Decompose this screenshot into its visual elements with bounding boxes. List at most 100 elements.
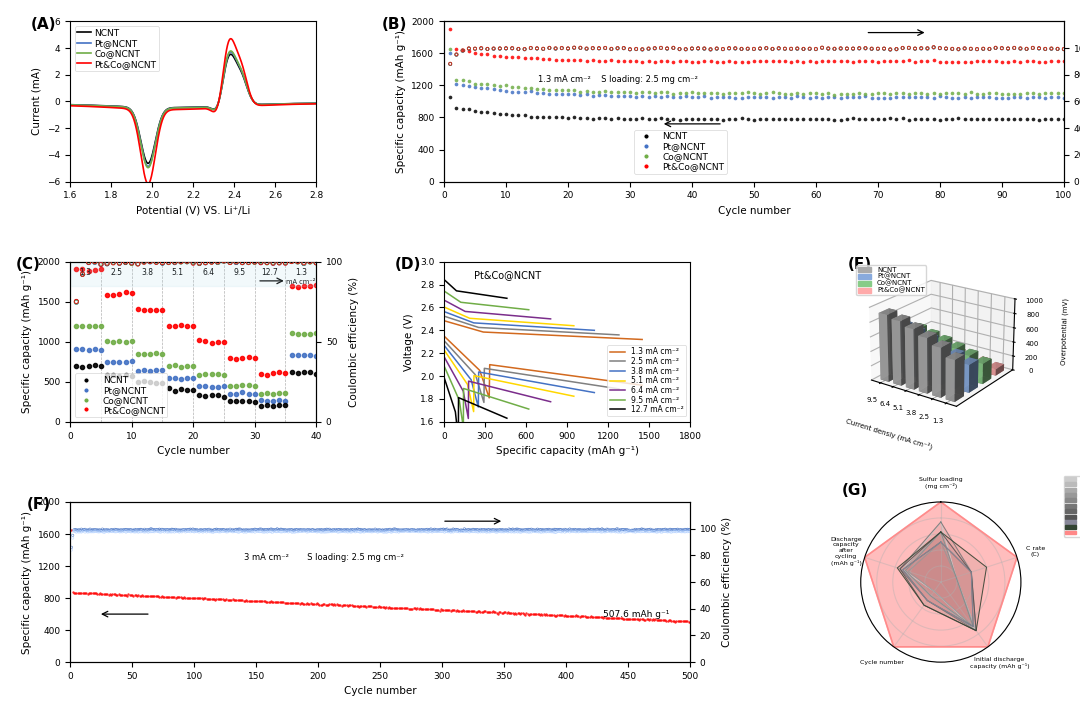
Point bbox=[154, 524, 172, 535]
Point bbox=[438, 523, 456, 535]
Point bbox=[382, 602, 400, 613]
Point bbox=[135, 256, 152, 267]
Point bbox=[258, 257, 275, 268]
Point bbox=[152, 591, 170, 602]
Point bbox=[348, 600, 365, 612]
Point bbox=[499, 525, 516, 536]
Point bbox=[499, 607, 516, 618]
Point bbox=[149, 590, 166, 602]
Point bbox=[541, 609, 558, 620]
Point bbox=[1012, 43, 1029, 54]
Point bbox=[503, 43, 521, 54]
Point bbox=[172, 361, 189, 372]
Point bbox=[114, 589, 132, 600]
Point bbox=[826, 114, 843, 125]
Point bbox=[981, 113, 998, 125]
Point bbox=[221, 595, 239, 606]
Point bbox=[557, 524, 575, 535]
Point bbox=[619, 526, 636, 538]
Point bbox=[261, 526, 279, 538]
Point bbox=[535, 526, 552, 538]
Point bbox=[888, 43, 905, 55]
Point bbox=[541, 111, 558, 122]
Point bbox=[153, 523, 171, 535]
Point bbox=[282, 597, 299, 608]
Point bbox=[473, 43, 490, 54]
Point bbox=[166, 360, 184, 371]
Point bbox=[373, 602, 390, 613]
Point bbox=[702, 43, 719, 55]
Point bbox=[696, 43, 713, 54]
Point bbox=[80, 256, 97, 268]
Point bbox=[93, 525, 110, 536]
Point bbox=[578, 43, 595, 54]
Point bbox=[68, 296, 85, 308]
Point bbox=[752, 43, 769, 54]
Point bbox=[575, 611, 592, 622]
Point bbox=[392, 524, 409, 535]
Point bbox=[80, 257, 97, 268]
Point bbox=[1049, 43, 1066, 54]
Point bbox=[635, 614, 652, 626]
Point bbox=[260, 596, 278, 607]
Point bbox=[512, 608, 529, 619]
Point bbox=[64, 587, 81, 598]
Bar bbox=[70, 261, 316, 286]
Point bbox=[658, 526, 675, 538]
Point bbox=[289, 256, 307, 267]
Point bbox=[566, 42, 583, 53]
Point bbox=[121, 589, 138, 600]
Point bbox=[622, 525, 639, 537]
Point bbox=[532, 527, 550, 538]
Point bbox=[581, 523, 598, 535]
Point bbox=[264, 527, 281, 538]
Point bbox=[937, 113, 955, 125]
Point bbox=[249, 525, 267, 537]
Point bbox=[86, 264, 104, 276]
Point bbox=[541, 42, 558, 53]
Point bbox=[545, 609, 563, 620]
Point bbox=[969, 43, 986, 55]
Point bbox=[288, 597, 306, 609]
Point bbox=[491, 43, 509, 54]
Point bbox=[969, 114, 986, 125]
Point bbox=[221, 256, 239, 268]
Point bbox=[813, 92, 831, 103]
Point bbox=[558, 525, 576, 536]
Point bbox=[863, 43, 880, 55]
Point bbox=[629, 524, 646, 535]
Point bbox=[295, 525, 312, 537]
Point bbox=[702, 43, 719, 55]
Point bbox=[289, 256, 307, 267]
Point bbox=[279, 597, 296, 608]
Point bbox=[387, 602, 404, 614]
Point bbox=[390, 526, 407, 538]
Point bbox=[460, 43, 477, 54]
Point bbox=[367, 525, 384, 537]
Point bbox=[1043, 113, 1061, 125]
Point bbox=[503, 42, 521, 53]
Point bbox=[720, 42, 738, 53]
Point bbox=[271, 257, 288, 268]
Point bbox=[832, 43, 849, 54]
Point bbox=[308, 257, 325, 268]
Point bbox=[1018, 43, 1036, 54]
Point bbox=[80, 257, 97, 268]
Point bbox=[1055, 43, 1072, 55]
Point bbox=[276, 258, 294, 269]
Point bbox=[671, 616, 688, 627]
Text: mA cm⁻²: mA cm⁻² bbox=[286, 278, 315, 285]
Point bbox=[130, 258, 147, 269]
Point bbox=[733, 43, 751, 55]
Point bbox=[178, 256, 195, 268]
Point bbox=[640, 43, 658, 54]
Point bbox=[105, 525, 122, 537]
Point bbox=[454, 524, 471, 535]
Point bbox=[119, 590, 136, 602]
Point bbox=[230, 527, 247, 538]
Point bbox=[557, 525, 575, 537]
Point bbox=[106, 589, 123, 600]
Point bbox=[1043, 43, 1061, 54]
Point bbox=[508, 608, 525, 619]
Point bbox=[496, 525, 513, 536]
